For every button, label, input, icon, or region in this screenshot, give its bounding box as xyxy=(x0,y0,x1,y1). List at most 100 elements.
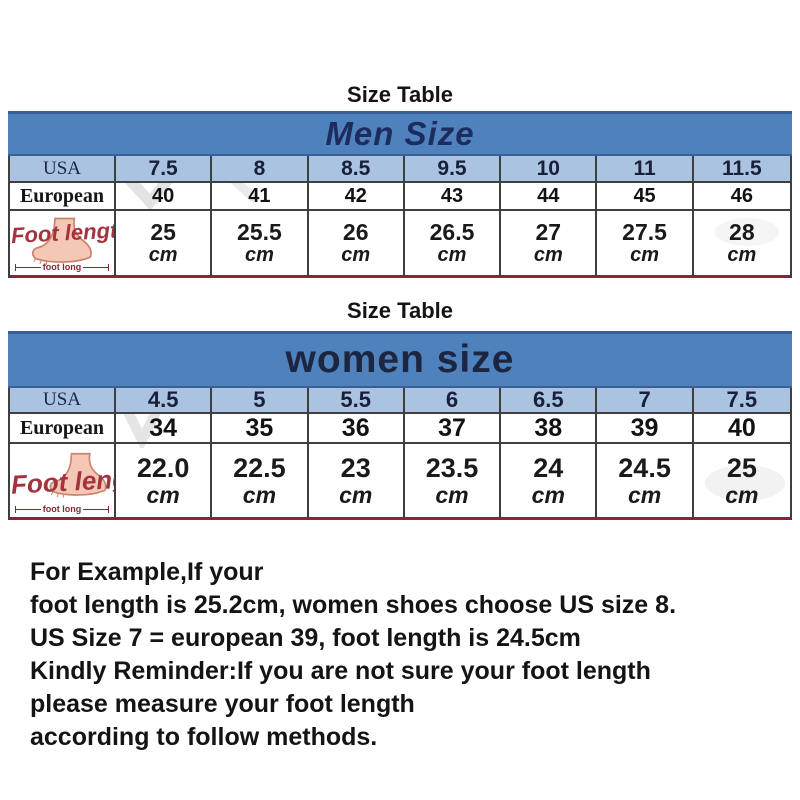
foot-value: 24 xyxy=(533,453,564,484)
unit-label: cm xyxy=(727,243,757,266)
measure-line-right xyxy=(83,505,110,513)
women-row-label-usa: USA xyxy=(10,388,116,414)
unit-label: cm xyxy=(531,481,565,508)
foot-value: 28 xyxy=(729,219,755,246)
women-foot-length-value: 23 cm xyxy=(308,444,405,520)
foot-value: 26.5 xyxy=(429,219,475,246)
unit-label: cm xyxy=(339,481,373,508)
measure-caption: foot long xyxy=(42,504,82,514)
measure-line-right xyxy=(83,263,110,271)
women-size-grid: USA 4.5 5 5.5 6 6.5 7 7.5 European 34 35… xyxy=(8,387,792,520)
foot-value: 23 xyxy=(340,453,371,484)
women-foot-length-value: 23.5 cm xyxy=(404,444,502,520)
men-european-size: 40 xyxy=(116,183,213,211)
men-european-size: 45 xyxy=(597,183,694,211)
men-usa-size: 8.5 xyxy=(308,156,405,183)
unit-label: cm xyxy=(435,481,469,508)
note-line: according to follow methods. xyxy=(30,723,378,751)
women-usa-size: 4.5 xyxy=(116,387,213,414)
women-row-label-european: European xyxy=(10,414,116,444)
women-european-size: 40 xyxy=(693,414,790,444)
foot-value: 22.5 xyxy=(233,453,286,484)
men-foot-length-value: 27 cm xyxy=(501,211,598,278)
unit-label: cm xyxy=(725,481,759,508)
foot-value: 26 xyxy=(342,219,369,246)
foot-value: 22.0 xyxy=(136,453,190,484)
unit-label: cm xyxy=(146,481,180,508)
note-line: foot length is 25.2cm, women shoes choos… xyxy=(30,591,677,619)
unit-label: cm xyxy=(244,243,274,266)
women-foot-length-cell: Foot length foot long xyxy=(10,444,116,520)
unit-label: cm xyxy=(341,243,371,266)
women-usa-size: 5.5 xyxy=(308,387,405,414)
unit-label: cm xyxy=(148,243,178,266)
foot-value: 27.5 xyxy=(622,219,667,246)
women-table-title: Size Table xyxy=(347,298,453,323)
men-foot-length-value: 28 cm xyxy=(693,211,790,278)
women-usa-size: 5 xyxy=(212,387,309,414)
men-size-table: Men Size USA 7.5 8 8.5 9.5 10 11 11.5 Eu… xyxy=(8,111,792,278)
men-banner-label: Men Size xyxy=(325,115,475,152)
unit-label: cm xyxy=(437,243,467,266)
spacer xyxy=(0,278,800,298)
foot-illustration-icon xyxy=(49,452,107,498)
men-foot-length-value: 26 cm xyxy=(308,211,405,278)
foot-value: 25 xyxy=(726,453,757,484)
men-size-banner: Men Size xyxy=(8,111,792,156)
women-european-size: 36 xyxy=(308,414,405,444)
foot-value: 25.5 xyxy=(237,219,282,246)
women-european-size: 35 xyxy=(212,414,309,444)
men-european-size: 41 xyxy=(212,183,309,211)
men-foot-length-cell: Foot length foot long xyxy=(10,211,116,278)
men-foot-length-value: 27.5 cm xyxy=(597,211,694,278)
women-european-size: 39 xyxy=(597,414,694,444)
women-foot-length-label: Foot length xyxy=(10,462,116,500)
note-line: Kindly Reminder:If you are not sure your… xyxy=(30,657,651,685)
men-foot-length-value: 26.5 cm xyxy=(404,211,502,278)
men-row-label-usa: USA xyxy=(10,156,116,183)
men-size-grid: USA 7.5 8 8.5 9.5 10 11 11.5 European 40… xyxy=(8,156,792,278)
foot-long-measure: foot long xyxy=(15,262,110,272)
men-foot-length-value: 25.5 cm xyxy=(212,211,309,278)
note-line: please measure your foot length xyxy=(30,690,415,718)
women-european-size: 38 xyxy=(501,414,598,444)
men-table-title: Size Table xyxy=(347,82,453,107)
men-row-label-european: European xyxy=(10,183,116,211)
men-european-size: 46 xyxy=(693,183,790,211)
men-usa-size: 11 xyxy=(597,156,694,183)
women-european-size: 34 xyxy=(116,414,213,444)
foot-value: 25 xyxy=(150,219,176,246)
unit-label: cm xyxy=(627,481,662,508)
men-european-size: 42 xyxy=(308,183,405,211)
men-usa-size: 8 xyxy=(212,156,309,183)
men-usa-size: 7.5 xyxy=(116,156,213,183)
foot-value: 27 xyxy=(535,219,562,246)
note-line: For Example,If your xyxy=(30,558,264,586)
measure-line-left xyxy=(15,263,41,271)
note-line: US Size 7 = european 39, foot length is … xyxy=(30,624,581,652)
unit-label: cm xyxy=(242,481,277,508)
women-foot-length-value: 24 cm xyxy=(501,444,598,520)
men-foot-length-value: 25 cm xyxy=(116,211,213,278)
women-usa-size: 6.5 xyxy=(501,387,598,414)
women-usa-size: 6 xyxy=(404,387,502,414)
women-size-banner: women size xyxy=(8,331,792,388)
unit-label: cm xyxy=(533,243,563,266)
foot-illustration-icon xyxy=(31,217,92,265)
women-foot-length-value: 22.5 cm xyxy=(212,444,309,520)
women-european-size: 37 xyxy=(404,414,502,444)
women-usa-size: 7.5 xyxy=(693,387,790,414)
women-banner-label: women size xyxy=(285,338,515,381)
foot-value: 23.5 xyxy=(425,453,479,484)
measure-caption: foot long xyxy=(42,262,82,272)
measure-line-left xyxy=(15,505,41,513)
women-size-table: women size USA 4.5 5 5.5 6 6.5 7 7.5 Eur… xyxy=(8,331,792,520)
unit-label: cm xyxy=(630,243,660,266)
men-usa-size: 10 xyxy=(501,156,598,183)
sizing-notes: For Example,If your foot length is 25.2c… xyxy=(30,556,800,754)
men-foot-length-label: Foot length xyxy=(10,216,116,249)
foot-long-measure: foot long xyxy=(15,504,110,514)
women-foot-length-value: 24.5 cm xyxy=(597,444,694,520)
women-foot-length-value: 25 cm xyxy=(693,444,790,520)
